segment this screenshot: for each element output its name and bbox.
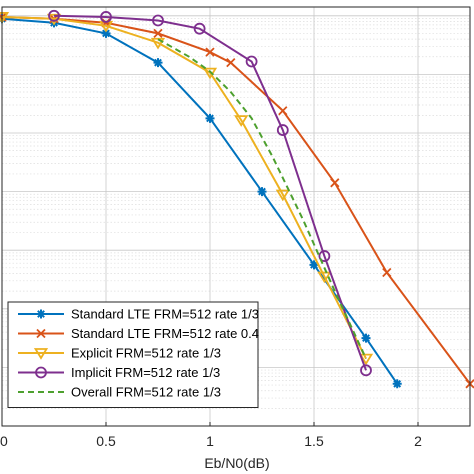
x-axis-ticks: 0 0.5 1 1.5 2 <box>0 422 422 449</box>
data-point-s1 <box>226 58 236 68</box>
x-tick-label: 0 <box>0 433 8 449</box>
plot-frame <box>1 6 471 427</box>
legend: Standard LTE FRM=512 rate 1/3 Standard LT… <box>7 301 259 408</box>
x-tick-label: 2 <box>414 433 422 449</box>
series-line-3 <box>53 14 367 371</box>
legend-box <box>7 301 259 408</box>
data-point-s2 <box>150 37 166 50</box>
data-point-s3 <box>193 22 206 35</box>
legend-entry-label: Implicit FRM=512 rate 1/3 <box>71 365 220 380</box>
data-point-s2 <box>358 353 374 366</box>
legend-marker-2 <box>33 348 49 360</box>
series-lines <box>0 9 474 389</box>
data-point-s3 <box>100 11 112 23</box>
data-point-s3 <box>318 250 331 262</box>
data-point-s0 <box>309 260 319 270</box>
data-point-s1 <box>382 267 392 278</box>
data-point-s0 <box>205 113 215 123</box>
legend-marker-0 <box>36 309 46 319</box>
data-point-s1 <box>153 28 163 39</box>
x-axis-title: Eb/N0(dB) <box>204 455 269 471</box>
legend-marker-1 <box>36 328 46 339</box>
series-line-1 <box>1 16 471 385</box>
legend-entry-label: Explicit FRM=512 rate 1/3 <box>71 346 221 361</box>
legend-entry-label: Standard LTE FRM=512 rate 0.4 <box>71 326 259 341</box>
x-tick-label: 1 <box>206 433 214 449</box>
data-point-s2 <box>317 271 332 284</box>
data-point-s0 <box>257 187 267 197</box>
data-point-s2 <box>234 115 249 127</box>
data-point-s0 <box>101 28 111 38</box>
legend-entry-label: Overall FRM=512 rate 1/3 <box>71 385 221 400</box>
data-point-s3 <box>48 9 60 22</box>
data-point-s3 <box>276 124 289 136</box>
data-point-s3 <box>152 14 164 27</box>
data-point-s1 <box>330 178 340 188</box>
data-point-s3 <box>360 364 372 377</box>
legend-marker-3 <box>35 366 47 379</box>
data-point-s2 <box>275 189 290 202</box>
data-point-s1 <box>278 106 288 116</box>
data-point-s0 <box>361 333 371 343</box>
data-point-s0 <box>392 379 402 389</box>
x-tick-label: 1.5 <box>304 433 324 449</box>
data-point-s0 <box>153 58 163 68</box>
series-line-4 <box>157 38 367 360</box>
legend-entry-label: Standard LTE FRM=512 rate 1/3 <box>71 307 259 322</box>
data-point-s3 <box>245 55 258 68</box>
x-tick-label: 0.5 <box>96 433 116 449</box>
data-point-s1 <box>205 47 215 57</box>
